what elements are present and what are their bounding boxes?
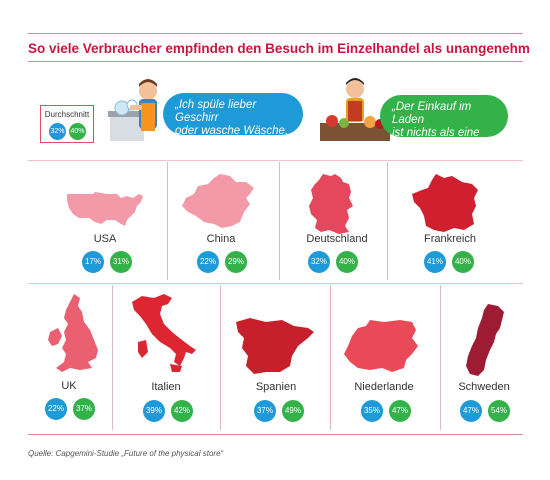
country-label-frankreich: Frankreich <box>424 233 476 245</box>
separator <box>330 285 331 430</box>
uk-green-badge: 37% <box>73 398 95 420</box>
china-blue-badge: 22% <box>197 251 219 273</box>
france-shape <box>412 174 478 232</box>
schweden-green-badge: 54% <box>488 400 510 422</box>
country-label-schweden: Schweden <box>458 381 510 393</box>
source-note: Quelle: Capgemini-Studie „Future of the … <box>28 449 224 458</box>
uk-shape <box>48 294 98 372</box>
country-label-italien: Italien <box>151 381 181 393</box>
shopping-person-illustration <box>320 78 390 141</box>
country-label-niederlande: Niederlande <box>354 381 414 393</box>
separator <box>387 162 388 280</box>
schweden-blue-badge: 47% <box>460 400 482 422</box>
map-germany <box>309 174 353 234</box>
frankreich-green-badge: 40% <box>452 251 474 273</box>
quote-green-line1: „Der Einkauf im Laden <box>392 101 472 126</box>
country-label-uk: UK <box>61 380 77 392</box>
china-green-badge: 29% <box>225 251 247 273</box>
quote-blue-line2: oder wasche Wäsche, <box>175 125 289 137</box>
usa-blue-badge: 17% <box>82 251 104 273</box>
italy-shape <box>132 294 196 372</box>
separator <box>167 162 168 280</box>
country-label-china: China <box>206 233 236 245</box>
row1-rule <box>28 160 523 161</box>
map-china <box>182 174 254 228</box>
deutschland-green-badge: 40% <box>336 251 358 273</box>
dishwashing-person-illustration <box>108 79 157 141</box>
netherlands-shape <box>344 320 418 372</box>
quote-blue-line1: „Ich spüle lieber Geschirr <box>175 99 257 124</box>
separator <box>279 162 280 280</box>
average-label: Durchschnitt <box>44 110 90 119</box>
separator <box>112 285 113 430</box>
spanien-blue-badge: 37% <box>254 400 276 422</box>
spain-shape <box>236 318 314 374</box>
map-france <box>412 174 478 232</box>
map-italy <box>132 294 196 372</box>
country-label-spanien: Spanien <box>255 381 297 393</box>
quote-green-line3: Pflicht“ <box>392 153 428 165</box>
map-sweden <box>466 304 504 376</box>
map-spain <box>236 318 314 374</box>
average-green-badge: 40% <box>69 123 86 140</box>
map-usa <box>67 192 143 226</box>
quote-bubble-blue: „Ich spüle lieber Geschirr oder wasche W… <box>163 93 303 163</box>
top-rule <box>28 33 523 34</box>
average-blue-badge: 32% <box>49 123 66 140</box>
uk-blue-badge: 22% <box>45 398 67 420</box>
quote-green-line2: ist nichts als eine lästige <box>392 127 480 152</box>
country-label-usa: USA <box>93 233 117 245</box>
quote-bubble-green: „Der Einkauf im Laden ist nichts als ein… <box>380 95 508 165</box>
title-rule <box>28 61 523 62</box>
niederlande-green-badge: 47% <box>389 400 411 422</box>
usa-shape <box>67 192 143 226</box>
bottom-rule <box>28 434 523 435</box>
country-label-deutschland: Deutschland <box>306 233 368 245</box>
usa-green-badge: 31% <box>110 251 132 273</box>
germany-shape <box>309 174 353 234</box>
italien-green-badge: 42% <box>171 400 193 422</box>
map-uk <box>48 294 98 372</box>
italien-blue-badge: 39% <box>143 400 165 422</box>
row2-rule <box>28 283 523 284</box>
china-shape <box>182 174 254 228</box>
separator <box>220 285 221 430</box>
sweden-shape <box>466 304 504 376</box>
deutschland-blue-badge: 32% <box>308 251 330 273</box>
average-box: Durchschnitt 32% 40% <box>40 105 94 143</box>
spanien-green-badge: 49% <box>282 400 304 422</box>
page-title: So viele Verbraucher empfinden den Besuc… <box>28 41 530 56</box>
frankreich-blue-badge: 41% <box>424 251 446 273</box>
map-netherlands <box>344 320 418 372</box>
separator <box>440 285 441 430</box>
niederlande-blue-badge: 35% <box>361 400 383 422</box>
